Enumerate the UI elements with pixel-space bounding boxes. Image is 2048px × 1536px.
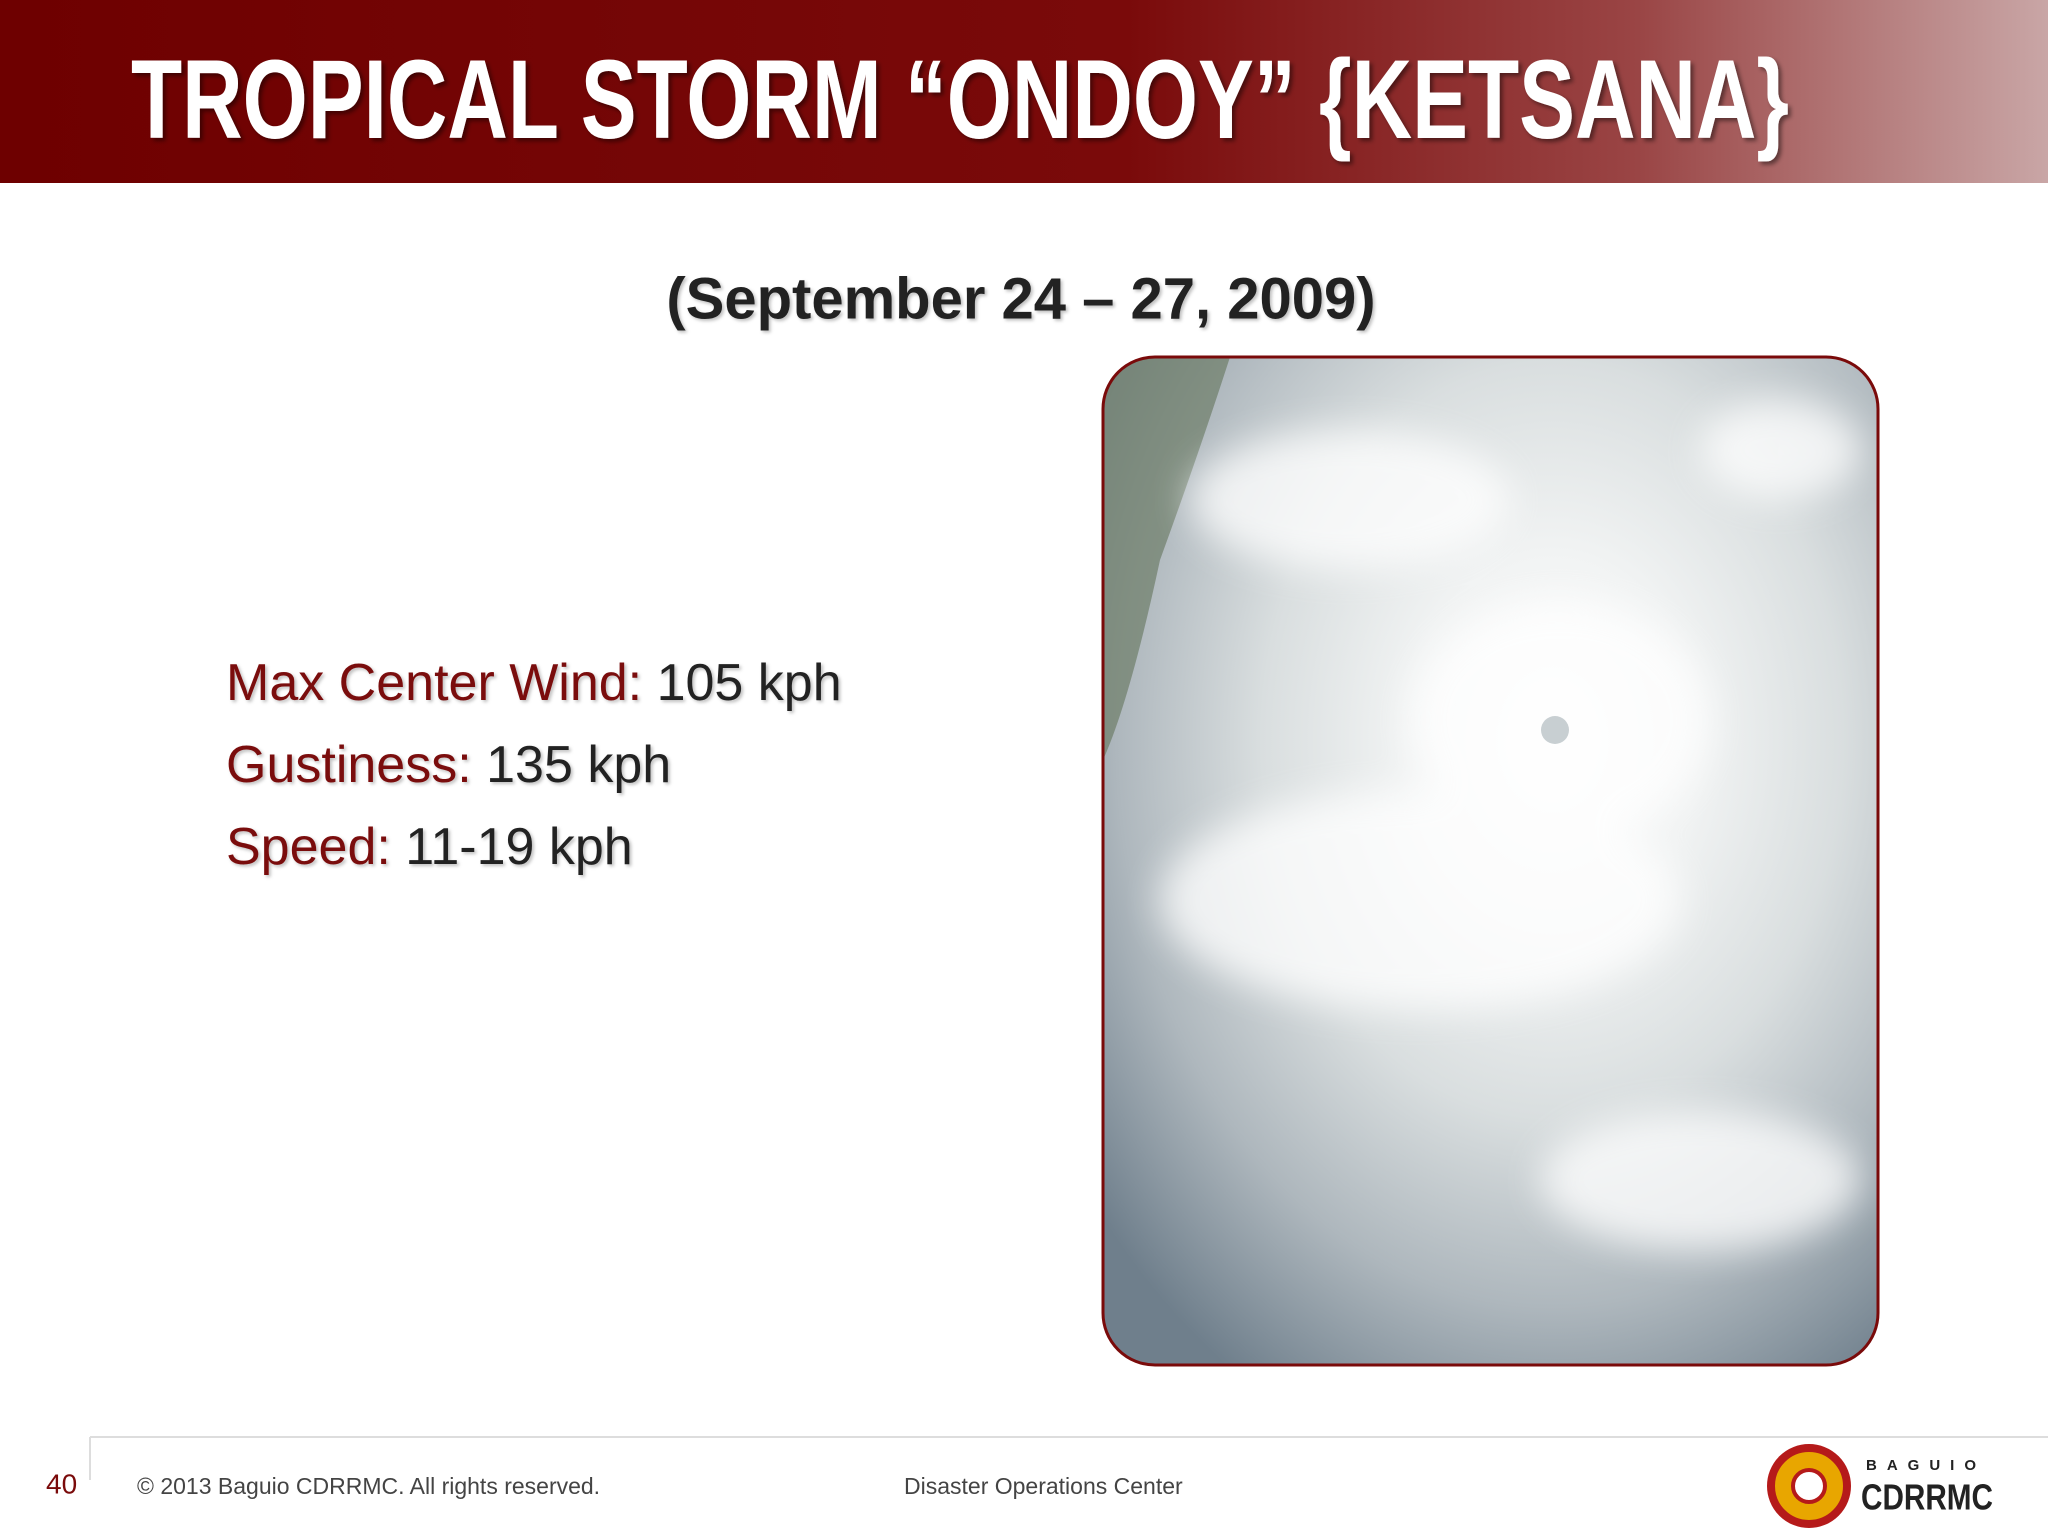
- spec-value: 135 kph: [486, 736, 671, 794]
- slide-title: TROPICAL STORM “ONDOY” {KETSANA}: [131, 37, 1789, 162]
- header-band: [0, 0, 2048, 183]
- subtitle: (September 24 – 27, 2009): [666, 266, 1375, 331]
- spec-label: Speed:: [226, 818, 391, 876]
- logo-top: BAGUIO: [1866, 1457, 1986, 1474]
- image-frame: [1101, 355, 1880, 1367]
- logo-text: CDRRMC: [1861, 1477, 1993, 1518]
- footer-center: Disaster Operations Center: [904, 1473, 1183, 1499]
- spec-line: Speed: 11-19 kph: [226, 818, 633, 876]
- spec-value: 11-19 kph: [405, 818, 632, 876]
- spec-label: Max Center Wind:: [226, 654, 642, 712]
- copyright: © 2013 Baguio CDRRMC. All rights reserve…: [137, 1473, 600, 1499]
- spec-line: Max Center Wind: 105 kph: [226, 654, 842, 712]
- page-number: 40: [46, 1468, 77, 1499]
- logo: BAGUIO CDRRMC: [1767, 1444, 1993, 1528]
- spec-value: 105 kph: [657, 654, 842, 712]
- satellite-image: [1103, 357, 1878, 1365]
- spec-label: Gustiness:: [226, 736, 472, 794]
- spec-line: Gustiness: 135 kph: [226, 736, 671, 794]
- spec-list: Max Center Wind: 105 kph Gustiness: 135 k…: [226, 654, 842, 876]
